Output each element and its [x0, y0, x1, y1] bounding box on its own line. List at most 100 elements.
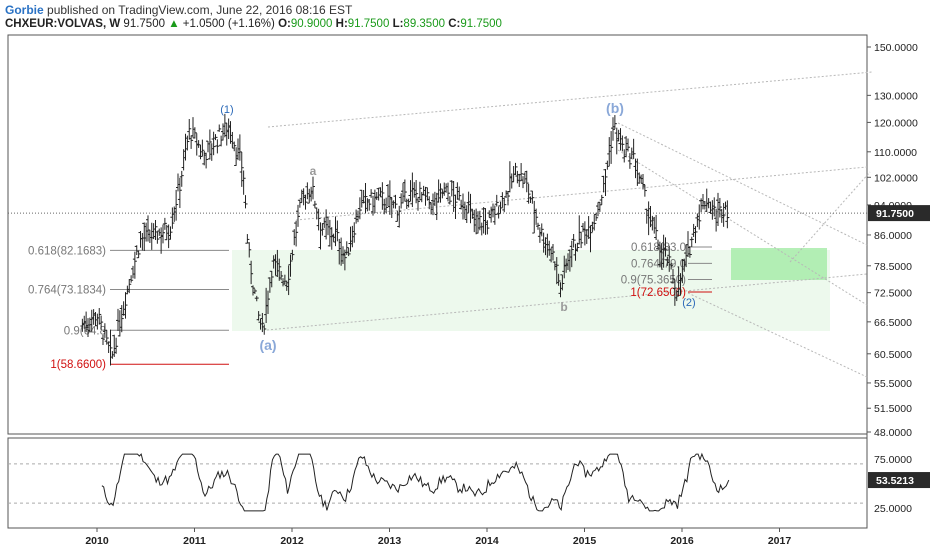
ohlc-bar	[712, 197, 717, 217]
ohlc-bar	[192, 127, 197, 139]
fib-level-label: 0.618(82.1683)	[28, 245, 106, 257]
ohlc-bar	[536, 222, 540, 230]
x-tick-label: 2015	[573, 535, 597, 547]
last-price: 91.7500	[123, 18, 165, 30]
ohlc-bar	[357, 197, 362, 220]
ohlc-bar	[506, 191, 510, 206]
symbol-name: CHXEUR:VOLVAS, W	[5, 18, 121, 30]
y-tick-label: 150.0000	[874, 42, 918, 54]
channel-upper-line	[267, 71, 873, 128]
x-tick-label: 2016	[670, 535, 694, 547]
open-label: O:	[278, 18, 291, 30]
author-link[interactable]: Gorbie	[5, 3, 44, 17]
fib-level-label: 1(58.6600)	[50, 359, 106, 371]
y-tick-label: 110.0000	[874, 147, 917, 159]
ohlc-bar	[161, 224, 165, 244]
ohlc-bar	[631, 138, 636, 159]
ohlc-bar	[387, 180, 392, 215]
ohlc-bar	[627, 153, 632, 169]
ohlc-bar	[569, 240, 574, 268]
publish-header: Gorbie published on TradingView.com, Jun…	[5, 3, 352, 17]
fib-level-label: 0.9(64.8	[64, 325, 106, 337]
high-label: H:	[335, 18, 348, 30]
ohlc-bar	[346, 247, 351, 257]
ohlc-bar	[571, 234, 576, 248]
y-tick-label: 55.5000	[874, 378, 912, 390]
y-tick-label: 60.5000	[874, 349, 912, 361]
ohlc-bar	[342, 249, 347, 271]
ohlc-bar	[290, 249, 295, 261]
ohlc-bar	[367, 199, 372, 211]
ohlc-bar	[519, 163, 524, 181]
ohlc-bar	[204, 152, 209, 169]
ohlc-bar	[241, 170, 246, 195]
ohlc-bar	[626, 138, 630, 152]
ohlc-bar	[162, 217, 167, 230]
change-up-icon: ▲	[168, 18, 180, 30]
ohlc-bar	[256, 311, 261, 321]
y-tick-label: 72.5000	[874, 288, 912, 300]
ohlc-bar	[119, 305, 124, 333]
y-tick-label: 78.5000	[874, 261, 912, 273]
ohlc-bar	[446, 182, 450, 202]
ohlc-bar	[260, 312, 265, 333]
wave-label: (b)	[606, 100, 624, 116]
ohlc-bar	[588, 225, 593, 253]
last-price-tag: 91.7500	[876, 208, 914, 220]
ohlc-bar	[312, 200, 317, 208]
ohlc-bar	[603, 168, 608, 196]
ohlc-bar	[177, 177, 182, 209]
ohlc-bar	[402, 179, 407, 202]
oscillator-value-marker	[868, 472, 930, 489]
price-change: +1.0500 (+1.16%)	[182, 18, 275, 30]
y-tick-label: 51.5000	[874, 403, 912, 415]
oscillator-tick-label: 75.0000	[874, 454, 912, 466]
price-pane[interactable]	[7, 34, 868, 435]
ohlc-bar	[599, 194, 604, 205]
close-label: C:	[448, 18, 461, 30]
ohlc-bar	[114, 337, 119, 354]
low-value: 89.3500	[403, 18, 445, 30]
ohlc-bar	[196, 140, 201, 148]
ohlc-bar	[296, 204, 300, 227]
ohlc-bar	[697, 204, 702, 230]
ohlc-bar	[393, 194, 398, 209]
ohlc-bar	[669, 262, 674, 270]
ohlc-bar	[179, 170, 184, 187]
ohlc-bar	[303, 194, 308, 210]
ohlc-bar	[498, 201, 503, 214]
wave-label: (a)	[259, 337, 276, 353]
ohlc-bar	[232, 141, 237, 152]
ohlc-bar	[237, 134, 242, 161]
y-tick-label: 120.0000	[874, 117, 918, 129]
ohlc-bar	[502, 197, 507, 213]
ohlc-bar	[174, 189, 179, 221]
ohlc-bar	[492, 205, 497, 225]
ohlc-bar	[485, 220, 490, 235]
downtrend-line-bottom	[687, 292, 868, 378]
ohlc-bar	[352, 222, 357, 243]
ohlc-bar	[554, 257, 559, 285]
support-zone-large	[232, 250, 830, 331]
ohlc-bar	[579, 231, 584, 249]
x-tick-label: 2013	[378, 535, 402, 547]
ohlc-bar	[556, 273, 561, 286]
high-value: 91.7500	[347, 18, 390, 30]
ohlc-bar	[189, 135, 194, 149]
wave-label: a	[310, 164, 317, 178]
x-tick-label: 2010	[85, 535, 109, 547]
ohlc-bar	[243, 195, 248, 209]
oscillator-pane[interactable]	[7, 437, 868, 529]
ohlc-bar	[104, 329, 109, 345]
ohlc-bar	[311, 176, 315, 200]
wave-label: (1)	[220, 104, 233, 116]
x-tick-label: 2012	[280, 535, 304, 547]
publish-info: published on TradingView.com, June 22, 2…	[47, 3, 353, 17]
ohlc-bar	[725, 200, 730, 229]
ohlc-bar	[667, 245, 672, 272]
ohlc-bar	[215, 139, 220, 154]
ohlc-bar	[612, 115, 617, 130]
y-tick-label: 130.0000	[874, 90, 918, 102]
channel-middle-line	[295, 166, 868, 221]
